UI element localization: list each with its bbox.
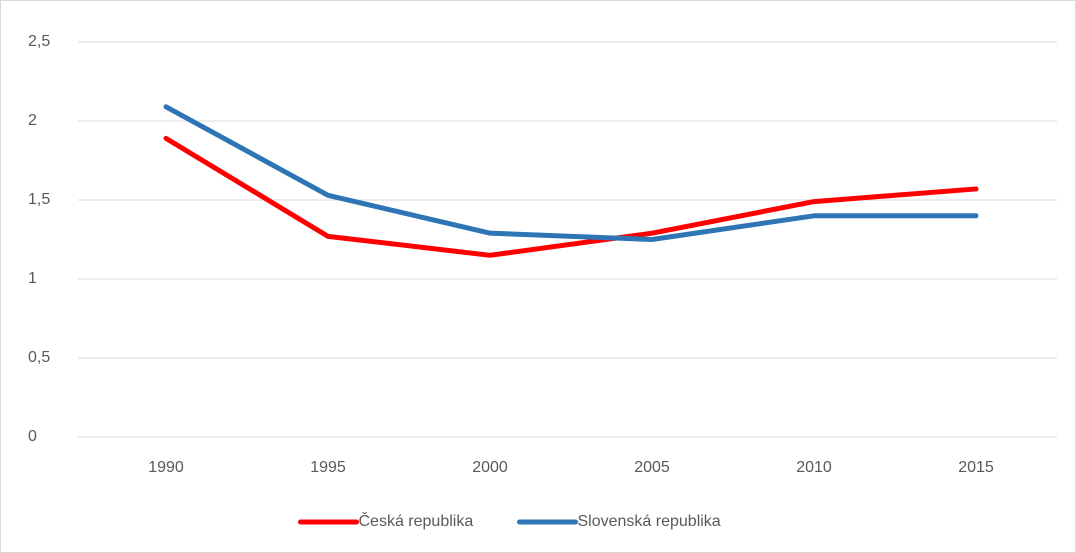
y-tick-label: 2,5 xyxy=(28,33,50,50)
x-tick-label: 1995 xyxy=(310,459,346,476)
y-tick-label: 0,5 xyxy=(28,349,50,366)
x-tick-label: 1990 xyxy=(148,459,184,476)
x-tick-label: 2010 xyxy=(796,459,832,476)
x-tick-label: 2015 xyxy=(958,459,994,476)
y-tick-label: 0 xyxy=(28,428,37,445)
series-line xyxy=(163,104,979,242)
x-tick-label: 2000 xyxy=(472,459,508,476)
legend-label: Slovenská republika xyxy=(578,513,721,530)
legend-label: Česká republika xyxy=(359,511,474,530)
y-tick-label: 1 xyxy=(28,270,37,287)
x-tick-label: 2005 xyxy=(634,459,670,476)
series-line xyxy=(163,135,979,258)
y-tick-label: 1,5 xyxy=(28,191,50,208)
y-tick-label: 2 xyxy=(28,112,37,129)
